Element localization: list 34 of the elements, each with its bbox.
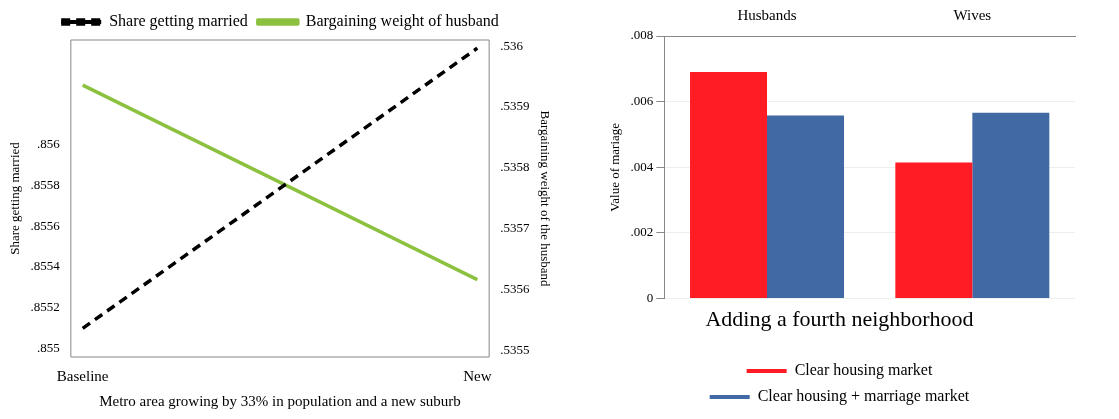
y-tick-label: .004	[630, 158, 654, 174]
x-tick-label: Wives	[953, 6, 992, 23]
x-axis-title: Metro area growing by 33% in population and a new suburb	[99, 392, 461, 409]
y-tick-label: .002	[630, 224, 654, 240]
legend-label: Share getting married	[109, 12, 248, 31]
y2-tick-label: .5356	[500, 281, 530, 297]
y-tick-label: .8552	[30, 299, 60, 315]
legend-label: Clear housing + marriage market	[757, 387, 970, 406]
y-tick-label: 0	[646, 290, 654, 306]
y2-tick-label: .5357	[500, 220, 530, 236]
bar	[690, 72, 768, 299]
legend-label: Clear housing market	[794, 361, 933, 380]
y-tick-label: .006	[630, 93, 654, 109]
y2-tick-label: .5358	[500, 159, 530, 175]
y2-tick-label: .5355	[500, 342, 530, 358]
y-axis-title: Value of mariage	[607, 122, 623, 212]
text: Adding a fourth neighborhood	[705, 305, 974, 331]
y-tick-label: .8558	[30, 176, 60, 192]
y2-tick-label: .5359	[500, 98, 530, 114]
y-axis-title: Share getting married	[7, 141, 23, 255]
legend-label: Bargaining weight of husband	[305, 12, 499, 31]
y2-axis-title: Bargaining weight of the husband	[537, 110, 553, 287]
y-tick-label: .008	[630, 27, 654, 43]
x-tick-label: Husbands	[737, 6, 797, 23]
x-tick-label: New	[463, 367, 492, 384]
y-tick-label: .8556	[30, 217, 61, 233]
y-tick-label: .856	[37, 135, 61, 151]
x-tick-label: Baseline	[56, 367, 109, 384]
bar	[767, 115, 845, 299]
y2-tick-label: .536	[500, 37, 524, 53]
bar	[895, 162, 973, 299]
y-tick-label: .855	[37, 340, 60, 356]
bar	[972, 112, 1050, 299]
y-tick-label: .8554	[30, 258, 61, 274]
